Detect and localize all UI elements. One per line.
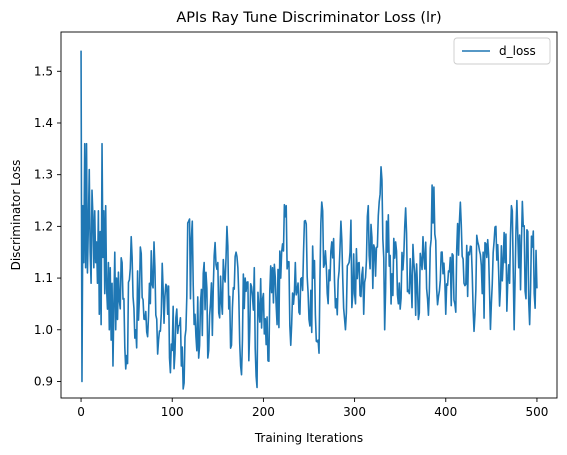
legend-box (453, 37, 551, 65)
y-tick-label: 1.2 (34, 219, 53, 233)
x-tick-label: 0 (77, 405, 85, 419)
x-axis-label: Training Iterations (254, 431, 363, 445)
y-tick-label: 1.3 (34, 168, 53, 182)
x-tick-label: 500 (525, 405, 548, 419)
x-tick-label: 400 (434, 405, 457, 419)
plot-area (80, 50, 538, 390)
y-axis-label: Discriminator Loss (9, 160, 23, 271)
legend: d_loss (453, 37, 551, 65)
x-axis: 0 100 200 300 400 500 (77, 398, 548, 419)
chart-title: APIs Ray Tune Discriminator Loss (lr) (176, 10, 441, 26)
y-tick-label: 1.5 (34, 64, 53, 78)
x-tick-label: 200 (252, 405, 275, 419)
plot-frame (60, 31, 558, 399)
y-tick-label: 1.0 (34, 323, 53, 337)
x-tick-label: 100 (161, 405, 184, 419)
x-tick-label: 300 (343, 405, 366, 419)
y-tick-label: 1.4 (34, 116, 53, 130)
y-tick-label: 1.1 (34, 271, 53, 285)
legend-label-d-loss: d_loss (499, 44, 536, 58)
series-line-d-loss (80, 50, 538, 390)
y-axis: 0.9 1.0 1.1 1.2 1.3 1.4 1.5 (34, 64, 61, 388)
y-tick-label: 0.9 (34, 374, 53, 388)
